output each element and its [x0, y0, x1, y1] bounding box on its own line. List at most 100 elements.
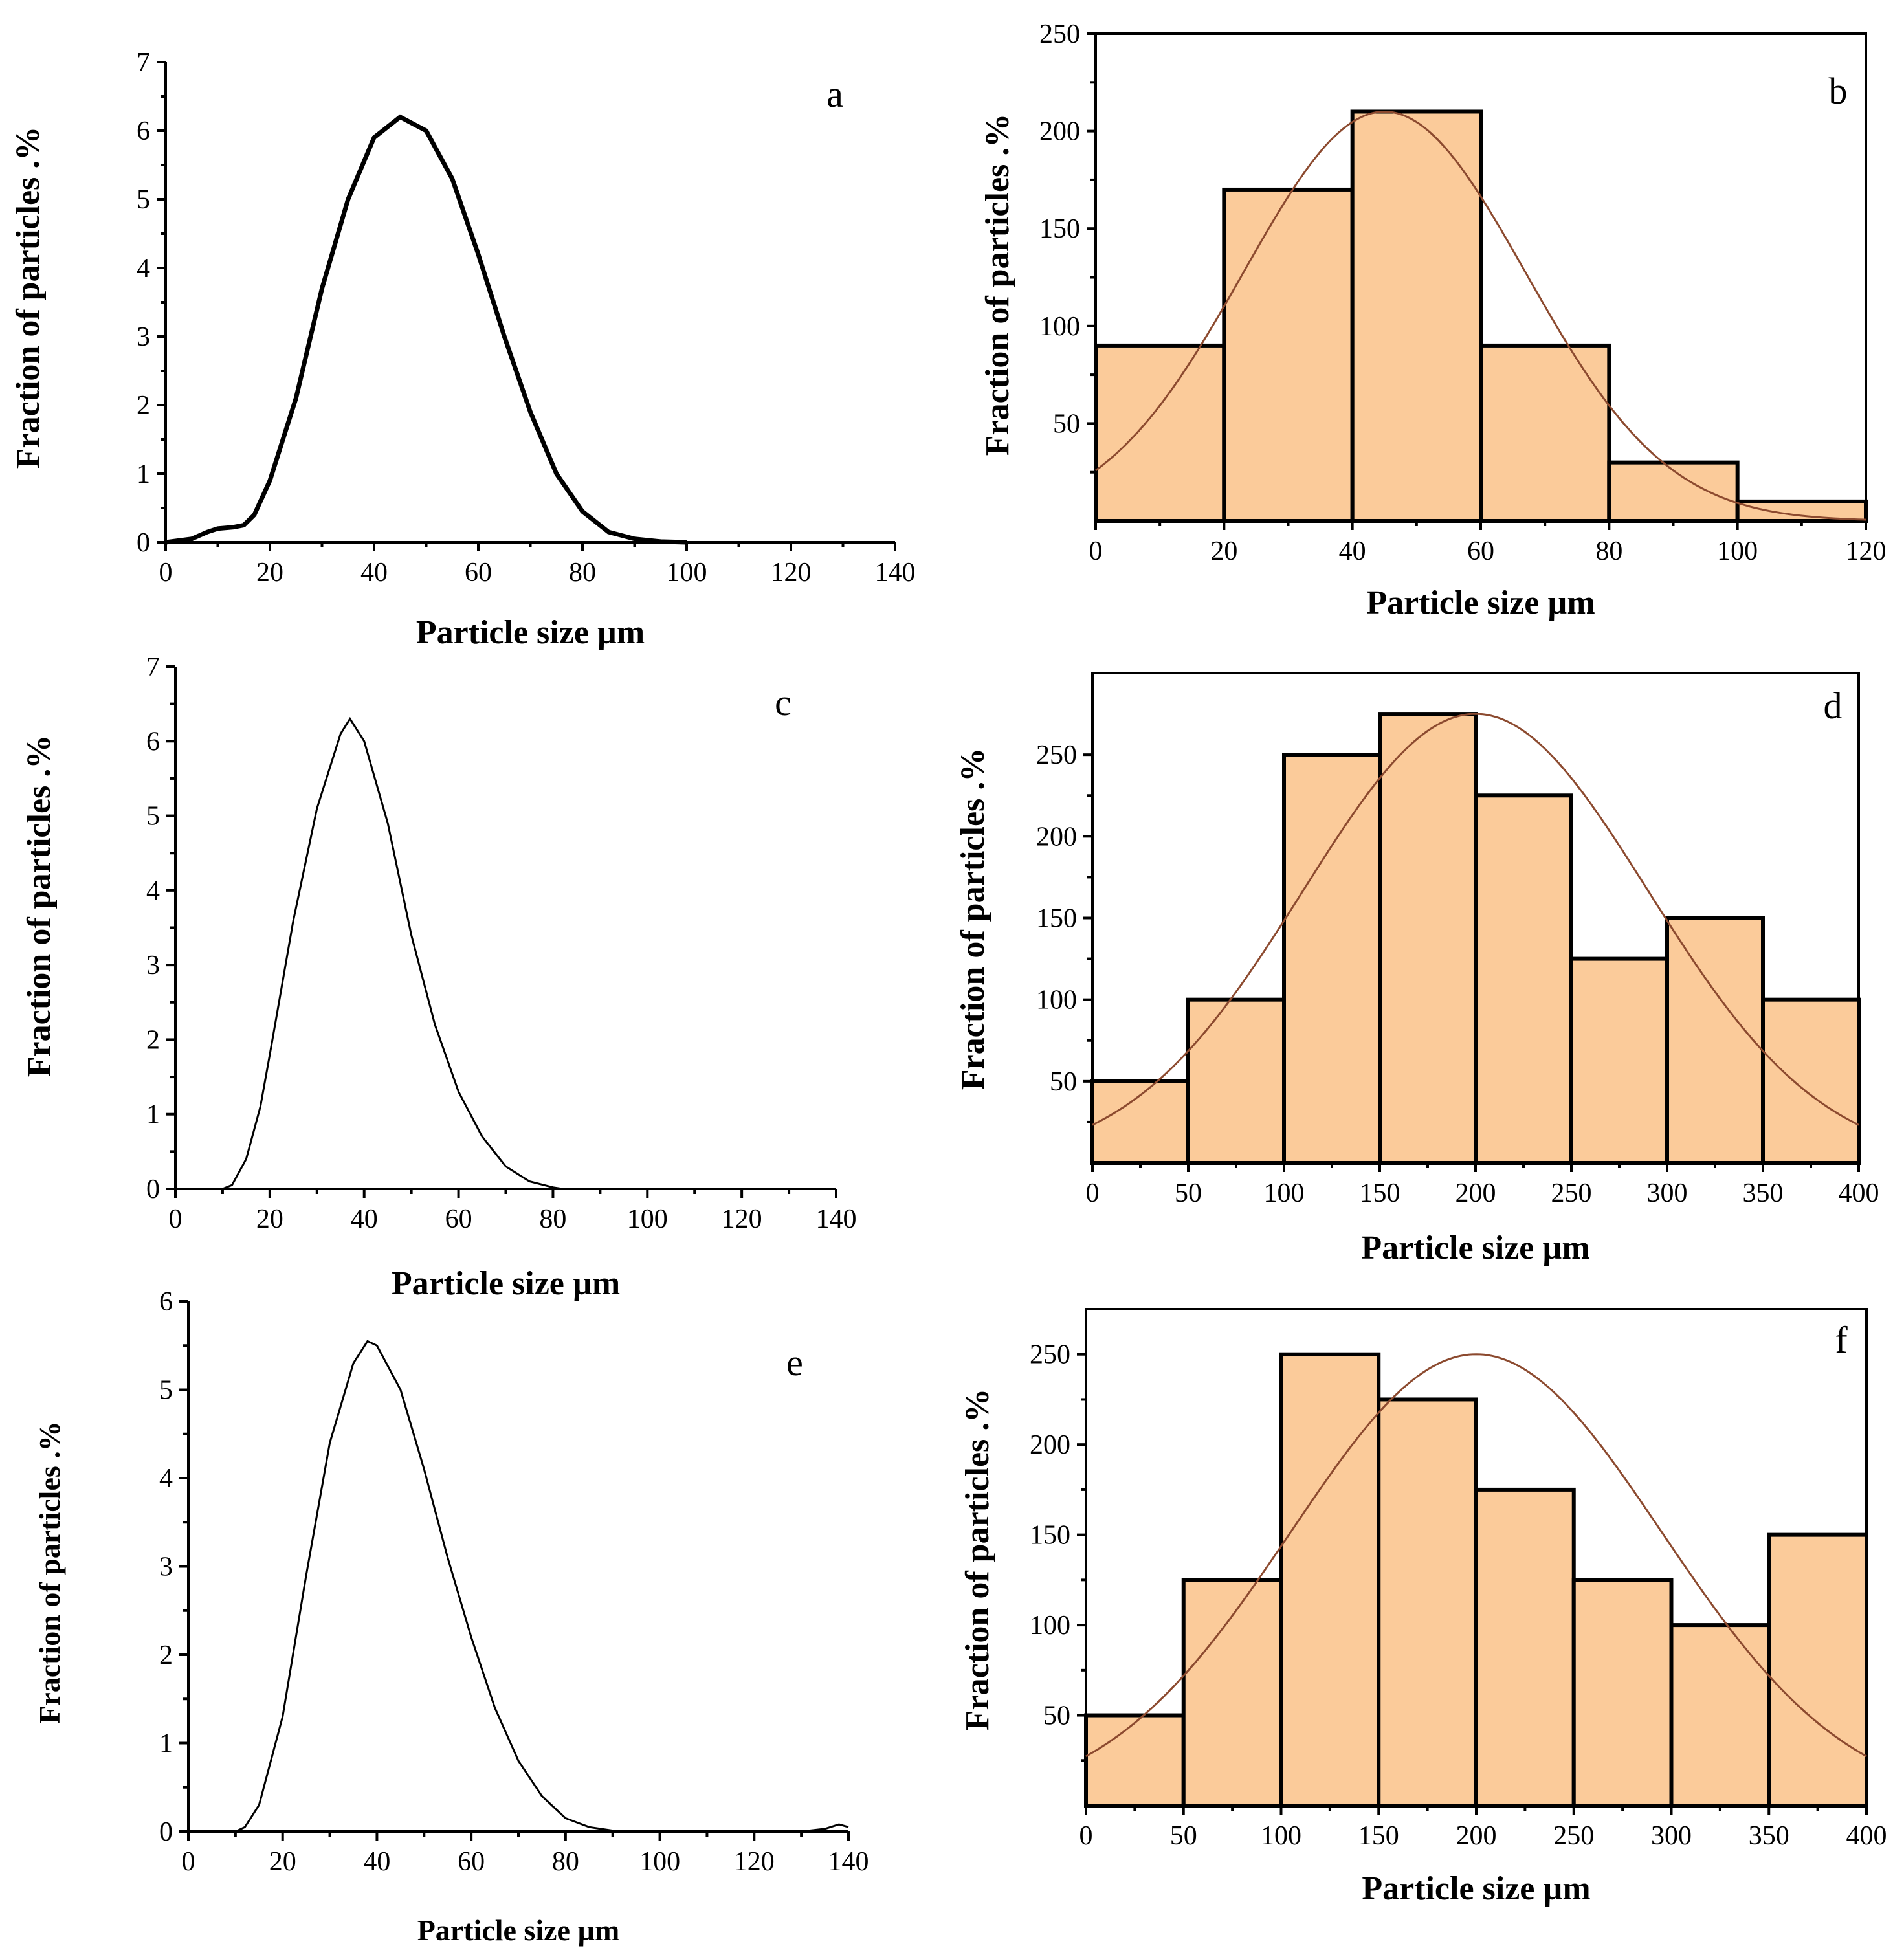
- y-tick-label: 200: [1039, 117, 1080, 147]
- y-tick-label: 1: [159, 1729, 173, 1759]
- histogram-bar: [1474, 793, 1573, 1165]
- histogram-bar: [1761, 997, 1861, 1165]
- distribution-curve: [188, 1340, 849, 1833]
- x-tick-label: 20: [256, 558, 283, 588]
- x-axis-title: Particle size µm: [417, 1914, 620, 1947]
- panel-label: e: [786, 1342, 803, 1384]
- histogram-bar: [1282, 753, 1382, 1165]
- x-tick-label: 60: [458, 1847, 485, 1877]
- x-tick-label: 250: [1551, 1178, 1592, 1208]
- x-tick-label: 250: [1553, 1821, 1594, 1851]
- y-tick-label: 5: [159, 1376, 173, 1406]
- x-tick-label: 0: [182, 1847, 195, 1877]
- y-axis-title: Fraction of particles .%: [33, 1421, 66, 1724]
- y-axis-title: Fraction of particles .%: [10, 127, 47, 469]
- y-axis-title: Fraction of particles .%: [955, 748, 991, 1090]
- histogram-bar: [1669, 1623, 1771, 1808]
- histogram-bar: [1569, 956, 1669, 1166]
- x-tick-label: 40: [363, 1847, 390, 1877]
- x-tick-label: 120: [734, 1847, 775, 1877]
- y-tick-label: 2: [146, 1025, 160, 1055]
- histogram-bar: [1084, 1713, 1186, 1808]
- histogram-bar: [1479, 343, 1611, 523]
- y-tick-label: 5: [137, 185, 150, 215]
- histogram-bar: [1607, 460, 1740, 524]
- y-tick-label: 200: [1030, 1430, 1070, 1460]
- histogram-bar: [1279, 1352, 1381, 1808]
- x-tick-label: 20: [269, 1847, 296, 1877]
- histogram-bar: [1350, 109, 1483, 524]
- y-tick-label: 200: [1036, 822, 1077, 852]
- x-tick-label: 0: [1089, 536, 1103, 566]
- x-tick-label: 400: [1839, 1178, 1879, 1208]
- histogram-bar: [1735, 499, 1868, 524]
- x-tick-label: 40: [1339, 536, 1366, 566]
- y-tick-label: 0: [146, 1175, 160, 1204]
- x-tick-label: 80: [569, 558, 596, 588]
- y-tick-label: 7: [137, 48, 150, 78]
- x-tick-label: 50: [1170, 1821, 1197, 1851]
- x-tick-label: 80: [539, 1204, 566, 1234]
- x-tick-label: 100: [1717, 536, 1758, 566]
- chart-panel-f: 0 50 100 150 200 250 300 350 400 50 100 150 200 250 Pa…: [959, 1308, 1887, 1907]
- histogram-bar: [1474, 1487, 1576, 1808]
- x-tick-label: 60: [1467, 536, 1494, 566]
- histogram-bar: [1767, 1532, 1868, 1808]
- x-tick-label: 150: [1360, 1178, 1400, 1208]
- y-tick-label: 6: [146, 727, 160, 757]
- x-tick-label: 0: [159, 558, 173, 588]
- y-axis-title: Fraction of particles .%: [979, 114, 1016, 456]
- y-tick-label: 3: [137, 322, 150, 352]
- histogram-bar: [1090, 1079, 1190, 1166]
- histogram-bar: [1665, 916, 1765, 1165]
- y-tick-label: 0: [159, 1817, 173, 1847]
- x-tick-label: 100: [667, 558, 707, 588]
- y-tick-label: 4: [137, 254, 150, 283]
- x-tick-label: 0: [169, 1204, 183, 1234]
- x-tick-label: 300: [1647, 1178, 1688, 1208]
- x-tick-label: 20: [256, 1204, 283, 1234]
- x-tick-label: 150: [1358, 1821, 1399, 1851]
- y-tick-label: 6: [137, 116, 150, 146]
- x-tick-label: 300: [1651, 1821, 1692, 1851]
- x-tick-label: 200: [1456, 1178, 1496, 1208]
- histogram-bar: [1181, 1578, 1283, 1808]
- y-tick-label: 3: [159, 1553, 173, 1582]
- panel-label: b: [1829, 70, 1848, 112]
- panel-label: d: [1824, 685, 1843, 727]
- normal-fit-curve: [1085, 1353, 1867, 1758]
- x-axis-title: Particle size µm: [392, 1265, 620, 1302]
- panel-label: a: [826, 73, 843, 115]
- x-tick-label: 100: [639, 1847, 680, 1877]
- x-tick-label: 100: [1261, 1821, 1301, 1851]
- panel-label: c: [775, 681, 791, 724]
- x-tick-label: 80: [552, 1847, 579, 1877]
- x-axis-title: Particle size µm: [1366, 584, 1595, 621]
- normal-fit-curve: [1095, 110, 1866, 521]
- chart-panel-e: 0 20 40 60 80 100 120 140 0 1 2 3 4 5 6 Particle size µ…: [33, 1287, 869, 1947]
- x-axis-title: Particle size µm: [1361, 1230, 1589, 1266]
- y-tick-label: 2: [137, 391, 150, 421]
- histogram-bar: [1186, 997, 1286, 1165]
- y-tick-label: 5: [146, 802, 160, 832]
- y-tick-label: 50: [1043, 1701, 1070, 1731]
- chart-panel-a: 0 20 40 60 80 100 120 140 0 1 2 3 4 5 6 7 Particle size …: [10, 48, 916, 651]
- x-tick-label: 120: [722, 1204, 762, 1234]
- y-tick-label: 4: [146, 876, 160, 906]
- x-tick-label: 100: [1264, 1178, 1305, 1208]
- y-tick-label: 4: [159, 1464, 173, 1494]
- histogram-bar: [1378, 712, 1478, 1166]
- panel-label: f: [1835, 1319, 1848, 1361]
- x-tick-label: 0: [1086, 1178, 1100, 1208]
- chart-panel-c: 0 20 40 60 80 100 120 140 0 1 2 3 4 5 6 7 Particle size …: [21, 652, 857, 1302]
- y-tick-label: 100: [1030, 1611, 1070, 1641]
- distribution-curve: [175, 716, 563, 1190]
- y-tick-label: 150: [1039, 214, 1080, 244]
- x-tick-label: 200: [1456, 1821, 1497, 1851]
- y-tick-label: 250: [1030, 1340, 1070, 1370]
- chart-panel-d: 0 50 100 150 200 250 300 350 400 50 100 150 200 250 Pa…: [955, 672, 1879, 1266]
- histogram-bar: [1377, 1397, 1478, 1808]
- x-axis-title: Particle size µm: [416, 614, 645, 651]
- y-axis-title: Fraction of particles .%: [21, 735, 58, 1078]
